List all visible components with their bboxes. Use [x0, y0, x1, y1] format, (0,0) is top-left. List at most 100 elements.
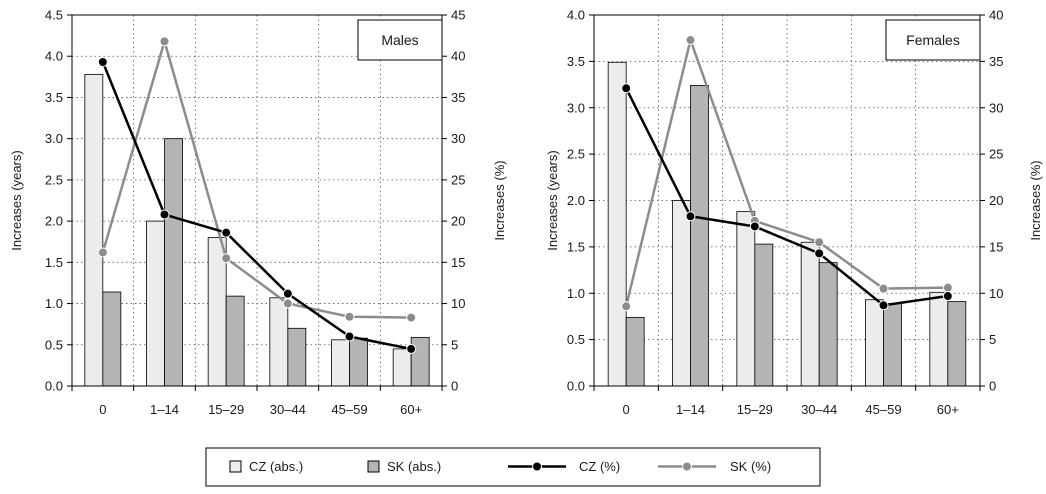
- marker-sk-pct: [97, 247, 108, 258]
- panel-title-box: Males: [357, 19, 443, 61]
- marker-sk-pct: [221, 253, 232, 264]
- marker-sk-pct: [344, 311, 355, 322]
- y-tick-label-right: 0: [451, 379, 458, 394]
- y-tick-label-right: 15: [989, 239, 1003, 254]
- marker-cz-pct: [685, 211, 696, 222]
- line-sk-pct: [624, 38, 948, 307]
- bar-cz-abs: [865, 299, 884, 387]
- bar-sk-abs: [883, 303, 902, 387]
- y-tick-label-left: 0.5: [45, 337, 63, 352]
- panel-title-box: Females: [885, 19, 981, 61]
- marker-sk-pct: [942, 282, 953, 293]
- marker-sk-pct: [159, 36, 170, 47]
- marker-cz-pct: [221, 227, 232, 238]
- y-tick-label-left: 4.5: [45, 8, 63, 23]
- marker-cz-pct: [282, 288, 293, 299]
- x-tick-label: 0: [623, 402, 630, 417]
- y-tick-label-left: 1.5: [567, 239, 585, 254]
- panel-title: Males: [381, 32, 418, 48]
- marker-cz-pct: [749, 221, 760, 232]
- y-tick-label-right: 30: [989, 100, 1003, 115]
- bar-sk-abs: [690, 85, 709, 387]
- x-tick-label: 15–29: [737, 402, 773, 417]
- x-tick-label: 30–44: [801, 402, 837, 417]
- y-tick-label-left: 3.0: [567, 100, 585, 115]
- bar-cz-abs: [392, 348, 412, 387]
- bar-cz-abs: [146, 220, 165, 387]
- marker-sk-pct: [621, 301, 632, 312]
- y-axis-title-right: Increases (%): [1028, 160, 1043, 240]
- bar-cz-abs: [672, 200, 691, 387]
- x-tick-label: 1–14: [676, 402, 705, 417]
- panel-title: Females: [906, 32, 960, 48]
- y-axis-title-left: Increases (years): [545, 150, 560, 250]
- y-tick-label-right: 25: [451, 172, 465, 187]
- plot-frame: [71, 14, 443, 387]
- bar-cz-abs: [607, 61, 627, 387]
- y-tick-label-left: 2.0: [567, 193, 585, 208]
- bars: [607, 61, 967, 387]
- grid-lines: [594, 15, 980, 386]
- y-tick-label-left: 3.5: [45, 90, 63, 105]
- axes: 0.0 0 0.5 5 1.0 10 1.5 15 2.0 20 2.5 25 3.0 30 3.5 35 4.…: [45, 8, 466, 418]
- line-cz-pct: [101, 61, 412, 351]
- y-tick-label-right: 45: [451, 8, 465, 23]
- marker-cz-pct: [814, 248, 825, 259]
- bar-cz-abs: [84, 73, 104, 387]
- bar-sk-abs: [410, 336, 430, 387]
- bar-cz-abs: [736, 211, 756, 387]
- y-tick-label-right: 15: [451, 255, 465, 270]
- marker-cz-pct: [942, 291, 953, 302]
- y-tick-label-left: 2.5: [45, 172, 63, 187]
- bar-sk-abs: [102, 291, 122, 387]
- x-tick-label: 45–59: [331, 402, 367, 417]
- marker-sk-pct: [282, 298, 293, 309]
- legend-swatch-sk-abs: [367, 460, 380, 473]
- bar-cz-abs: [269, 297, 289, 387]
- y-tick-label-right: 35: [989, 54, 1003, 69]
- y-tick-label-right: 20: [451, 214, 465, 229]
- bar-sk-abs: [754, 243, 774, 387]
- y-tick-label-right: 5: [989, 332, 996, 347]
- panel-title-frame: [357, 19, 443, 61]
- y-tick-label-left: 2.0: [45, 214, 63, 229]
- y-tick-label-right: 10: [989, 286, 1003, 301]
- panel-title-frame: [885, 19, 981, 61]
- y-axis-title-left: Increases (years): [9, 150, 24, 250]
- y-tick-label-right: 35: [451, 90, 465, 105]
- legend-label-sk-abs: SK (abs.): [387, 459, 441, 474]
- y-tick-label-left: 3.0: [45, 131, 63, 146]
- y-tick-label-right: 40: [451, 49, 465, 64]
- marker-cz-pct: [621, 83, 632, 94]
- y-tick-label-left: 0.0: [567, 379, 585, 394]
- bar-sk-abs: [164, 138, 183, 387]
- y-tick-label-right: 25: [989, 147, 1003, 162]
- axes: 0.0 0 0.5 5 1.0 10 1.5 15 2.0 20 2.5 25 3.0 30 3.5 35 4.…: [567, 8, 1004, 418]
- x-tick-label: 60+: [400, 402, 422, 417]
- lines: [621, 35, 953, 312]
- y-tick-label-right: 5: [451, 337, 458, 352]
- bar-sk-abs: [349, 337, 368, 387]
- bar-sk-abs: [947, 301, 967, 387]
- x-tick-label: 60+: [937, 402, 959, 417]
- line-sk-pct: [101, 40, 412, 319]
- legend-label-cz-abs: CZ (abs.): [249, 459, 303, 474]
- line-cz-pct: [625, 87, 949, 307]
- y-tick-label-left: 0.5: [567, 332, 585, 347]
- bar-cz-abs: [331, 339, 350, 387]
- x-tick-label: 0: [99, 402, 106, 417]
- legend-swatch-cz-abs: [229, 460, 242, 473]
- marker-sk-pct: [685, 35, 696, 46]
- y-tick-label-right: 0: [989, 379, 996, 394]
- bar-sk-abs: [818, 262, 838, 387]
- marker-cz-pct: [406, 343, 417, 354]
- y-tick-label-left: 4.0: [45, 49, 63, 64]
- marker-cz-pct: [878, 300, 889, 311]
- bar-cz-abs: [929, 291, 949, 387]
- y-tick-label-left: 2.5: [567, 147, 585, 162]
- bar-cz-abs: [800, 241, 820, 387]
- y-tick-label-left: 1.0: [567, 286, 585, 301]
- marker-cz-pct: [159, 209, 170, 220]
- y-tick-label-left: 3.5: [567, 54, 585, 69]
